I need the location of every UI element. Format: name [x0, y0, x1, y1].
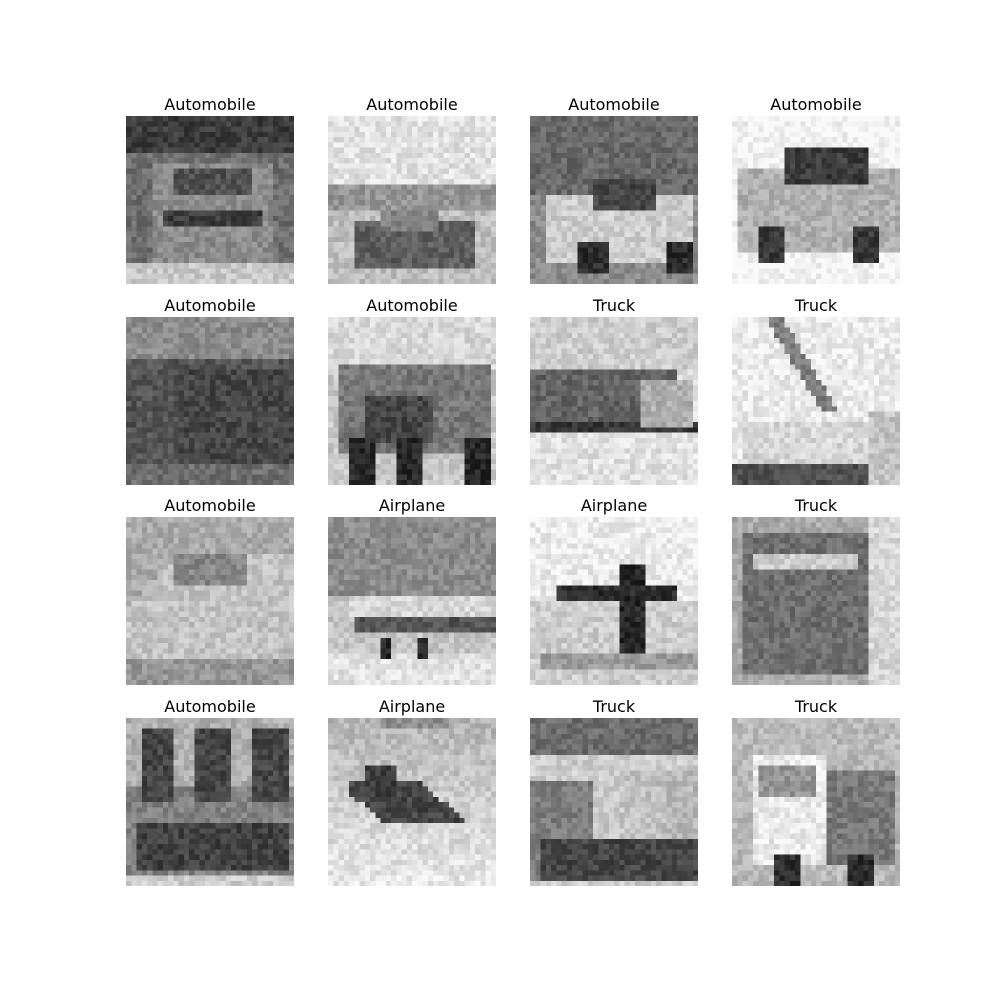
thumbnail-image: [126, 718, 294, 886]
automobile-road-picture: [328, 116, 496, 284]
thumbnail-cell: Truck: [732, 495, 900, 685]
thumbnail-cell: Automobile: [328, 94, 496, 284]
thumbnail-label: Truck: [794, 496, 838, 515]
thumbnail-cell: Automobile: [126, 94, 294, 284]
thumbnail-image: [732, 718, 900, 886]
thumbnail-cell: Airplane: [328, 495, 496, 685]
airplane-flying-picture: [328, 718, 496, 886]
thumbnail-cell: Automobile: [126, 696, 294, 886]
thumbnail-cell: Automobile: [126, 295, 294, 485]
thumbnail-image: [732, 116, 900, 284]
truck-crane-picture: [732, 317, 900, 485]
airplane-airliner-picture: [328, 517, 496, 685]
thumbnail-image: [530, 517, 698, 685]
thumbnail-cell: Truck: [530, 696, 698, 886]
truck-side-picture: [530, 317, 698, 485]
thumbnail-image: [530, 718, 698, 886]
automobile-sedan-picture: [126, 517, 294, 685]
truck-box-picture: [732, 517, 900, 685]
thumbnail-label: Truck: [794, 296, 838, 315]
truck-small-picture: [732, 718, 900, 886]
thumbnail-cell: Airplane: [328, 696, 496, 886]
automobile-vintage-picture: [328, 317, 496, 485]
thumbnail-image: [328, 718, 496, 886]
thumbnail-cell: Truck: [732, 295, 900, 485]
thumbnail-image: [126, 116, 294, 284]
thumbnail-image: [732, 517, 900, 685]
thumbnail-cell: Airplane: [530, 495, 698, 685]
thumbnail-cell: Automobile: [732, 94, 900, 284]
thumbnail-label: Automobile: [568, 95, 660, 114]
automobile-arches-picture: [126, 718, 294, 886]
thumbnail-cell: Truck: [732, 696, 900, 886]
thumbnail-label: Truck: [592, 697, 636, 716]
thumbnail-cell: Automobile: [328, 295, 496, 485]
thumbnail-image: [328, 317, 496, 485]
thumbnail-label: Airplane: [378, 697, 446, 716]
thumbnail-label: Automobile: [164, 95, 256, 114]
truck-tanker-picture: [530, 718, 698, 886]
thumbnail-image: [530, 317, 698, 485]
thumbnail-label: Automobile: [164, 296, 256, 315]
thumbnail-label: Automobile: [366, 296, 458, 315]
thumbnail-image: [732, 317, 900, 485]
automobile-dark-picture: [126, 317, 294, 485]
automobile-front-picture: [126, 116, 294, 284]
airplane-propeller-picture: [530, 517, 698, 685]
thumbnail-image: [328, 116, 496, 284]
thumbnail-label: Airplane: [378, 496, 446, 515]
thumbnail-label: Automobile: [164, 496, 256, 515]
thumbnail-label: Automobile: [770, 95, 862, 114]
thumbnail-label: Airplane: [580, 496, 648, 515]
thumbnail-image: [126, 517, 294, 685]
thumbnail-image: [126, 317, 294, 485]
thumbnail-label: Automobile: [164, 697, 256, 716]
thumbnail-label: Truck: [592, 296, 636, 315]
thumbnail-cell: Truck: [530, 295, 698, 485]
automobile-convertible-picture: [530, 116, 698, 284]
thumbnail-image: [328, 517, 496, 685]
thumbnail-cell: Automobile: [126, 495, 294, 685]
thumbnail-cell: Automobile: [530, 94, 698, 284]
thumbnail-image: [530, 116, 698, 284]
thumbnail-label: Truck: [794, 697, 838, 716]
automobile-hatchback-picture: [732, 116, 900, 284]
thumbnail-label: Automobile: [366, 95, 458, 114]
